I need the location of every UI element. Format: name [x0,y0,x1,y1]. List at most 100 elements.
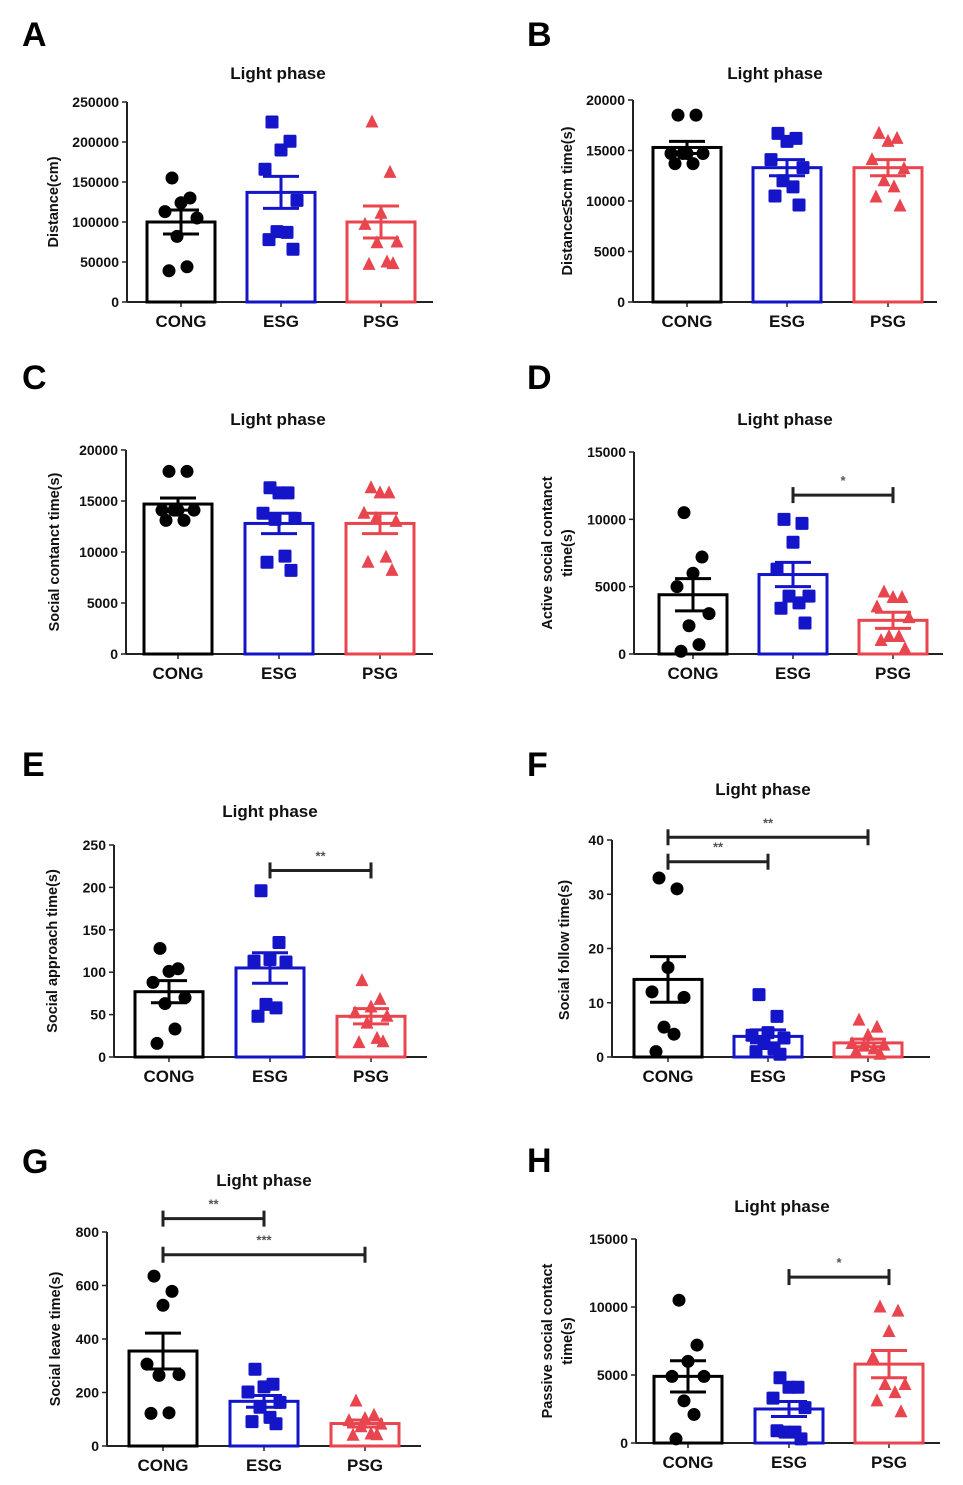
panel-letter: D [527,359,552,397]
y-tick-label: 20 [588,941,604,957]
x-tick-label-psg: PSG [850,1067,886,1086]
data-point-psg [866,1349,880,1363]
data-point-cong [702,607,716,621]
x-tick-label-esg: ESG [771,1453,807,1472]
y-tick-label: 20000 [79,442,118,458]
data-point-cong [153,941,167,955]
data-point-psg [857,1038,871,1052]
chart-title: Light phase [222,802,317,821]
data-point-esg [795,516,809,530]
data-point-esg [257,1380,271,1394]
y-tick-label: 0 [596,1049,604,1065]
data-point-esg [245,1415,259,1429]
data-point-psg [872,125,886,139]
data-point-psg [870,1393,884,1407]
data-point-esg [273,1395,287,1409]
chart-panel-c: C Light phase Social contanct time(s) 0 5000… [22,359,433,683]
data-point-cong [162,1406,176,1420]
data-point-cong [159,513,173,527]
data-point-psg [373,991,387,1005]
y-axis-label: Social leave time(s) [48,1272,64,1407]
data-point-cong [162,264,176,278]
data-point-esg [280,225,294,239]
y-tick-label: 200 [76,1385,100,1401]
x-tick-label-cong: CONG [643,1067,694,1086]
data-point-esg [247,954,261,968]
data-point-cong [162,964,176,978]
data-point-psg [380,1008,394,1022]
x-tick-label-psg: PSG [353,1067,389,1086]
data-point-psg [849,1044,863,1058]
y-tick-label: 30 [588,886,604,902]
data-point-cong [172,1368,186,1382]
y-tick-label: 0 [110,646,118,662]
data-point-cong [156,1298,170,1312]
chart-title: Light phase [230,64,325,83]
data-point-cong [152,1368,166,1382]
data-point-psg [873,1046,887,1060]
x-tick-label-esg: ESG [246,1456,282,1475]
y-tick-label: 20000 [586,92,625,108]
y-tick-label: 100 [83,964,107,980]
x-tick-label-cong: CONG [153,664,204,683]
data-point-cong [147,1269,161,1283]
y-tick-label: 150 [83,922,107,938]
data-point-esg [798,1401,812,1415]
y-tick-label: 200000 [72,134,119,150]
data-point-cong [677,1394,691,1408]
data-point-cong [649,1045,663,1059]
data-point-psg [364,480,378,494]
chart-panel-a: A Light phase Distance(cm) 0 50000 100000 1500… [22,16,433,331]
data-point-cong [686,157,700,171]
bar-esg [243,521,315,656]
data-point-esg [274,143,288,157]
data-point-psg [390,234,404,248]
y-tick-label: 0 [620,1435,628,1451]
x-tick-label-cong: CONG [668,664,719,683]
y-tick-label: 15000 [586,143,625,159]
data-point-esg [279,955,293,969]
data-point-psg [352,1035,366,1049]
x-tick-label-cong: CONG [663,1453,714,1472]
panel-letter: C [22,359,47,397]
chart-title: Light phase [734,1197,829,1216]
data-point-psg [874,633,888,647]
data-point-psg [861,1027,875,1041]
y-tick-label: 250 [83,837,107,853]
significance-label: ** [208,1197,219,1212]
data-point-esg [782,589,796,603]
data-point-esg [776,174,790,188]
y-tick-label: 10000 [587,511,626,527]
data-point-cong [695,550,709,564]
chart-panel-f: F Light phase Social follow time(s) 0 10 20 30… [527,746,930,1086]
y-tick-label: 200 [83,879,107,895]
data-point-esg [259,997,273,1011]
data-point-psg [361,554,375,568]
x-tick-label-psg: PSG [347,1456,383,1475]
data-point-psg [389,513,403,527]
data-point-esg [278,549,292,563]
x-tick-label-cong: CONG [156,312,207,331]
data-point-psg [382,485,396,499]
data-point-esg [269,1417,283,1431]
data-point-esg [269,1001,283,1015]
x-tick-label-psg: PSG [363,312,399,331]
y-axis-label-line2: time(s) [560,1317,576,1365]
data-point-psg [349,1393,363,1407]
x-tick-label-esg: ESG [769,312,805,331]
chart-panel-b: B Light phase Distance≤5cm time(s) 0 5000 100… [527,16,937,331]
data-point-psg [895,589,909,603]
y-tick-label: 10000 [79,544,118,560]
data-point-esg [284,563,298,577]
data-point-cong [689,108,703,122]
data-point-esg [794,1432,808,1446]
data-point-cong [670,882,684,896]
data-point-esg [745,1028,759,1042]
data-point-psg [898,641,912,655]
data-point-cong [168,1022,182,1036]
y-axis-label: Active social contanct [540,476,556,629]
panel-letter: A [22,16,47,54]
data-point-esg [780,134,794,148]
data-point-psg [897,161,911,175]
data-point-cong [165,1284,179,1298]
